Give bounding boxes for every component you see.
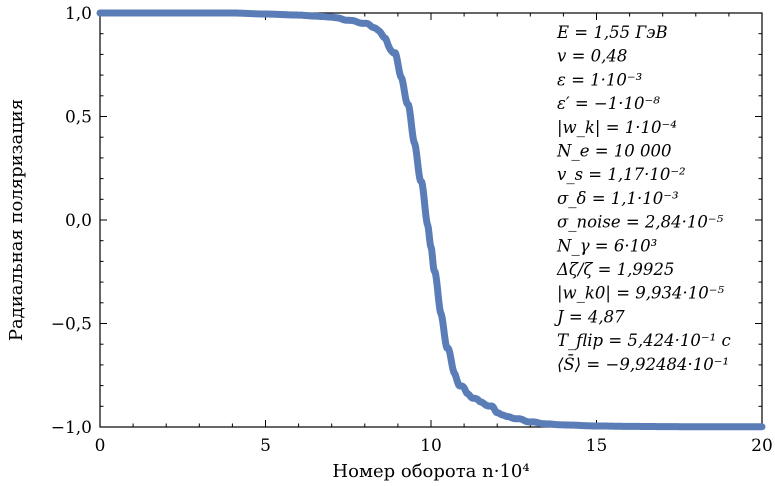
parameter-annotation: ε′ = −1·10⁻⁸	[557, 94, 660, 113]
y-tick-label: 0,5	[65, 108, 92, 128]
parameter-annotation: N_γ = 6·10³	[556, 236, 657, 255]
y-tick-label: 1,0	[65, 4, 92, 24]
parameter-annotation: σ_noise = 2,84·10⁻⁵	[557, 213, 724, 232]
parameter-annotation: E = 1,55 ГэВ	[556, 23, 668, 42]
y-tick-label: −1,0	[51, 418, 92, 438]
data-series	[96, 9, 766, 431]
parameter-annotation: v = 0,48	[557, 47, 627, 66]
parameter-annotation: ε = 1·10⁻³	[557, 70, 642, 89]
parameter-annotation: N_e = 10 000	[556, 142, 672, 161]
tick-labels: 0 5 10 15 20 1,0 0,5 0,0 −0,5 −1,0	[51, 4, 773, 456]
x-axis-label: Номер оборота n·10⁴	[332, 461, 529, 482]
polarization-series-line	[96, 9, 766, 431]
y-axis-label: Радиальная поляризация	[6, 99, 27, 341]
parameter-annotation: Δζ/ζ = 1,9925	[556, 260, 674, 279]
parameter-annotation: |w_k0| = 9,934·10⁻⁵	[557, 284, 724, 303]
parameter-annotation: σ_δ = 1,1·10⁻³	[557, 189, 679, 208]
parameter-annotation: J = 4,87	[554, 307, 625, 326]
x-tick-label: 5	[260, 436, 271, 456]
y-tick-label: 0,0	[65, 211, 92, 231]
parameter-annotation: |w_k| = 1·10⁻⁴	[557, 118, 677, 137]
x-tick-label: 10	[420, 436, 442, 456]
parameter-annotation: ⟨S̄⟩ = −9,92484·10⁻¹	[557, 353, 729, 374]
y-tick-label: −0,5	[51, 315, 92, 335]
parameter-annotation: T_flip = 5,424·10⁻¹ с	[557, 331, 731, 350]
parameter-annotations: E = 1,55 ГэВ v = 0,48 ε = 1·10⁻³ ε′ = −1·10…	[554, 23, 731, 374]
x-tick-label: 0	[95, 436, 106, 456]
x-tick-label: 15	[586, 436, 608, 456]
x-tick-label: 20	[751, 436, 773, 456]
parameter-annotation: v_s = 1,17·10⁻²	[557, 165, 686, 184]
